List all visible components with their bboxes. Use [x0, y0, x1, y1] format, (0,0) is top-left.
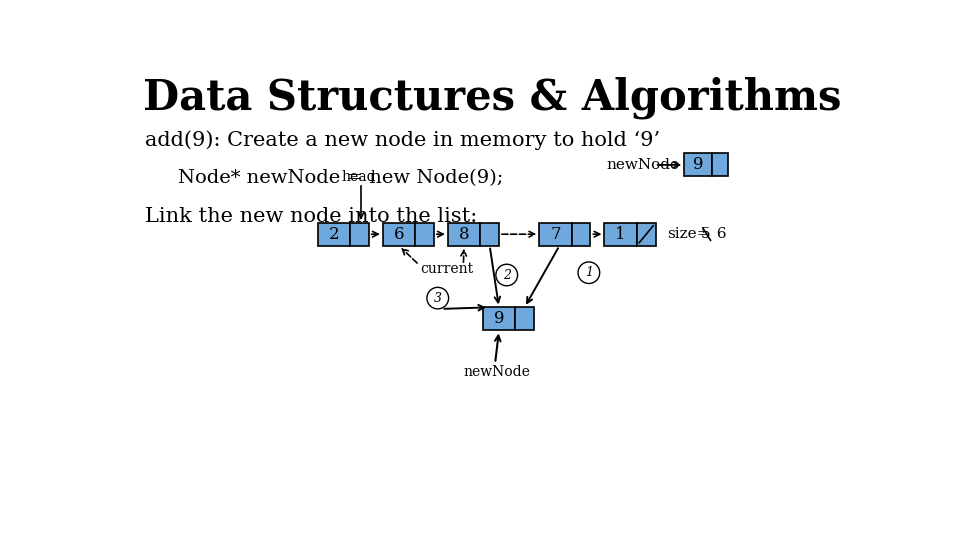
Text: 6: 6: [712, 227, 727, 241]
FancyBboxPatch shape: [350, 222, 369, 246]
Text: 6: 6: [394, 226, 404, 242]
Circle shape: [578, 262, 600, 284]
FancyBboxPatch shape: [684, 153, 712, 177]
Text: Data Structures & Algorithms: Data Structures & Algorithms: [143, 76, 841, 119]
Text: newNode: newNode: [464, 365, 530, 379]
FancyBboxPatch shape: [636, 222, 656, 246]
Text: 1: 1: [615, 226, 626, 242]
Text: 9: 9: [493, 310, 504, 327]
FancyBboxPatch shape: [605, 222, 636, 246]
Text: add(9): Create a new node in memory to hold ‘9’: add(9): Create a new node in memory to h…: [145, 130, 660, 150]
FancyBboxPatch shape: [480, 222, 499, 246]
FancyBboxPatch shape: [516, 307, 534, 330]
Text: newNode: newNode: [607, 158, 680, 172]
Circle shape: [427, 287, 448, 309]
FancyBboxPatch shape: [572, 222, 590, 246]
Text: 9: 9: [693, 157, 704, 173]
FancyBboxPatch shape: [416, 222, 434, 246]
Text: 7: 7: [550, 226, 561, 242]
FancyBboxPatch shape: [447, 222, 480, 246]
Text: 2: 2: [503, 268, 511, 281]
Text: current: current: [420, 262, 474, 276]
Text: Node* newNode = new Node(9);: Node* newNode = new Node(9);: [179, 169, 503, 187]
Text: 2: 2: [328, 226, 339, 242]
FancyBboxPatch shape: [483, 307, 516, 330]
Text: 8: 8: [459, 226, 469, 242]
FancyBboxPatch shape: [318, 222, 350, 246]
Text: size=: size=: [667, 227, 709, 241]
FancyBboxPatch shape: [540, 222, 572, 246]
Text: 1: 1: [585, 266, 593, 279]
Text: 3: 3: [434, 292, 442, 305]
Text: Link the new node into the list:: Link the new node into the list:: [145, 207, 477, 226]
Text: head: head: [342, 170, 376, 184]
Text: 5: 5: [701, 227, 710, 241]
FancyBboxPatch shape: [383, 222, 416, 246]
Circle shape: [496, 264, 517, 286]
FancyBboxPatch shape: [712, 153, 728, 177]
